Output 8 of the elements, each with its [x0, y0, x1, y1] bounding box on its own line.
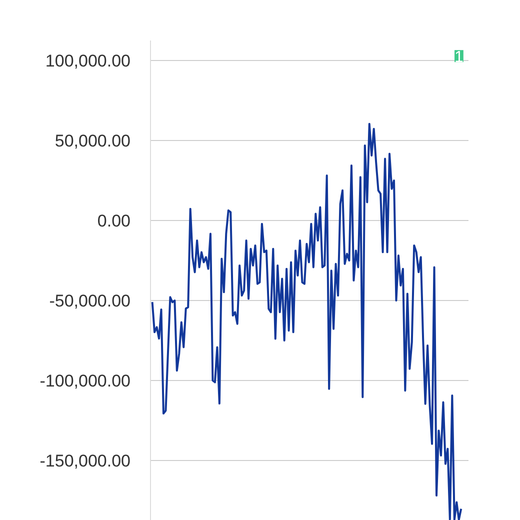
annotation: 1: [454, 49, 464, 66]
y-tick-label: -150,000.00: [40, 452, 131, 470]
y-tick-label: -50,000.00: [49, 292, 131, 310]
line-series: [151, 122, 462, 520]
y-tick-label: 0.00: [97, 212, 131, 230]
y-tick-label: 50,000.00: [54, 132, 131, 150]
y-tick-label: -100,000.00: [40, 372, 131, 390]
y-tick-label: 100,000.00: [45, 52, 131, 70]
